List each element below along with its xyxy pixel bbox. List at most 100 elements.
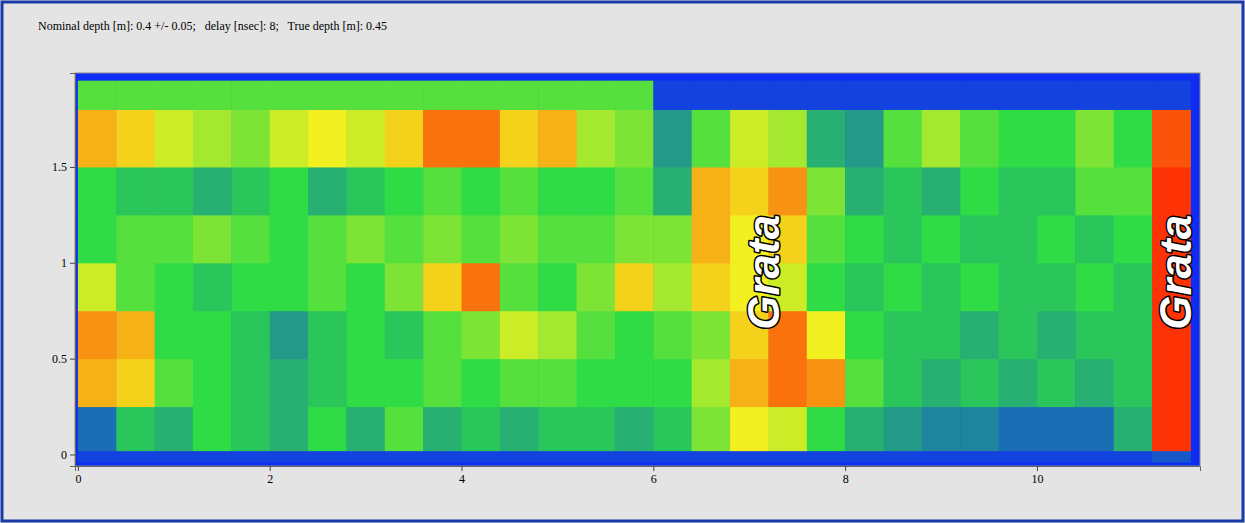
tick-mark [653, 466, 654, 471]
heat-cell [999, 359, 1038, 407]
heat-cell [308, 109, 347, 167]
heat-cell [538, 167, 577, 215]
heat-cell [231, 451, 270, 463]
heat-cell [500, 81, 539, 110]
heat-cell [1114, 263, 1153, 311]
heat-cell [155, 359, 194, 407]
heat-cell [155, 167, 194, 215]
heat-cell [692, 215, 731, 263]
heat-cell [1075, 311, 1114, 359]
heat-cell [500, 451, 539, 463]
heat-cell [1152, 451, 1191, 463]
heat-cell [423, 407, 462, 452]
heat-cell [845, 81, 884, 110]
heat-cell [615, 109, 654, 167]
heat-cell [462, 263, 501, 311]
heat-cell [423, 451, 462, 463]
heat-cell [270, 215, 309, 263]
heat-cell [730, 167, 769, 215]
heat-cell [807, 215, 846, 263]
heat-cell [78, 81, 117, 110]
heat-cell [155, 407, 194, 452]
heat-cell [500, 407, 539, 452]
heat-cell [1037, 109, 1076, 167]
heat-cell [922, 215, 961, 263]
heat-cell [999, 263, 1038, 311]
heat-cell [922, 167, 961, 215]
heat-cell [1037, 451, 1076, 463]
heat-cell [423, 215, 462, 263]
heat-cell [577, 451, 616, 463]
heat-cell [423, 359, 462, 407]
tick-label: 4 [459, 472, 465, 486]
heat-cell [653, 109, 692, 167]
heat-cell [538, 451, 577, 463]
heat-cell [538, 359, 577, 407]
heat-cell [116, 407, 155, 452]
y-axis: 00.511.5 [52, 74, 76, 467]
heat-cell [538, 109, 577, 167]
heat-cell [1152, 167, 1191, 215]
heat-cell [155, 215, 194, 263]
axis-line [70, 74, 76, 467]
heat-cell [116, 311, 155, 359]
heat-cell [1152, 109, 1191, 167]
tick: 1 [61, 256, 75, 270]
heat-cell [1037, 215, 1076, 263]
heat-cell [116, 167, 155, 215]
heat-cell [615, 215, 654, 263]
heat-cell [462, 359, 501, 407]
heat-cell [1114, 215, 1153, 263]
heat-cell [653, 215, 692, 263]
heat-cell [231, 215, 270, 263]
heat-cell [692, 81, 731, 110]
heat-cell [692, 407, 731, 452]
heat-cell [78, 451, 117, 463]
heat-cell [270, 359, 309, 407]
tick-mark [270, 466, 271, 471]
heat-cell [193, 407, 232, 452]
heat-cell [385, 167, 424, 215]
heat-cell [462, 215, 501, 263]
heat-cell [231, 311, 270, 359]
heat-cell [730, 81, 769, 110]
heat-cell [423, 311, 462, 359]
heat-cell [270, 263, 309, 311]
tick: 4 [459, 466, 465, 486]
heat-cell [807, 311, 846, 359]
heat-cell [1037, 407, 1076, 452]
heat-cell [346, 109, 385, 167]
heat-cell [155, 311, 194, 359]
tick-mark [70, 167, 75, 168]
heat-cell [346, 451, 385, 463]
heat-cell [423, 109, 462, 167]
heat-cell [231, 263, 270, 311]
heat-cell [193, 81, 232, 110]
tick: 0 [61, 448, 75, 462]
heat-cell [270, 167, 309, 215]
heat-cell [385, 407, 424, 452]
tick-label: 1.5 [52, 160, 67, 174]
heat-cell [807, 263, 846, 311]
heat-cell [615, 263, 654, 311]
heat-cell [193, 109, 232, 167]
heat-cell [692, 359, 731, 407]
heat-cell [845, 263, 884, 311]
heat-cell [538, 311, 577, 359]
tick-label: 6 [651, 472, 657, 486]
annotation: Grata [1151, 215, 1200, 330]
heat-cell [807, 81, 846, 110]
heat-cell [308, 81, 347, 110]
tick-mark [70, 454, 75, 455]
heat-cell [730, 407, 769, 452]
heat-cell [653, 167, 692, 215]
tick-label: 0 [75, 472, 81, 486]
heat-cell [845, 167, 884, 215]
heat-cell [577, 81, 616, 110]
heat-cell [807, 451, 846, 463]
heat-cell [270, 311, 309, 359]
heat-cell [1114, 109, 1153, 167]
heat-cell [500, 215, 539, 263]
heat-cell [960, 81, 999, 110]
heat-cell [960, 263, 999, 311]
